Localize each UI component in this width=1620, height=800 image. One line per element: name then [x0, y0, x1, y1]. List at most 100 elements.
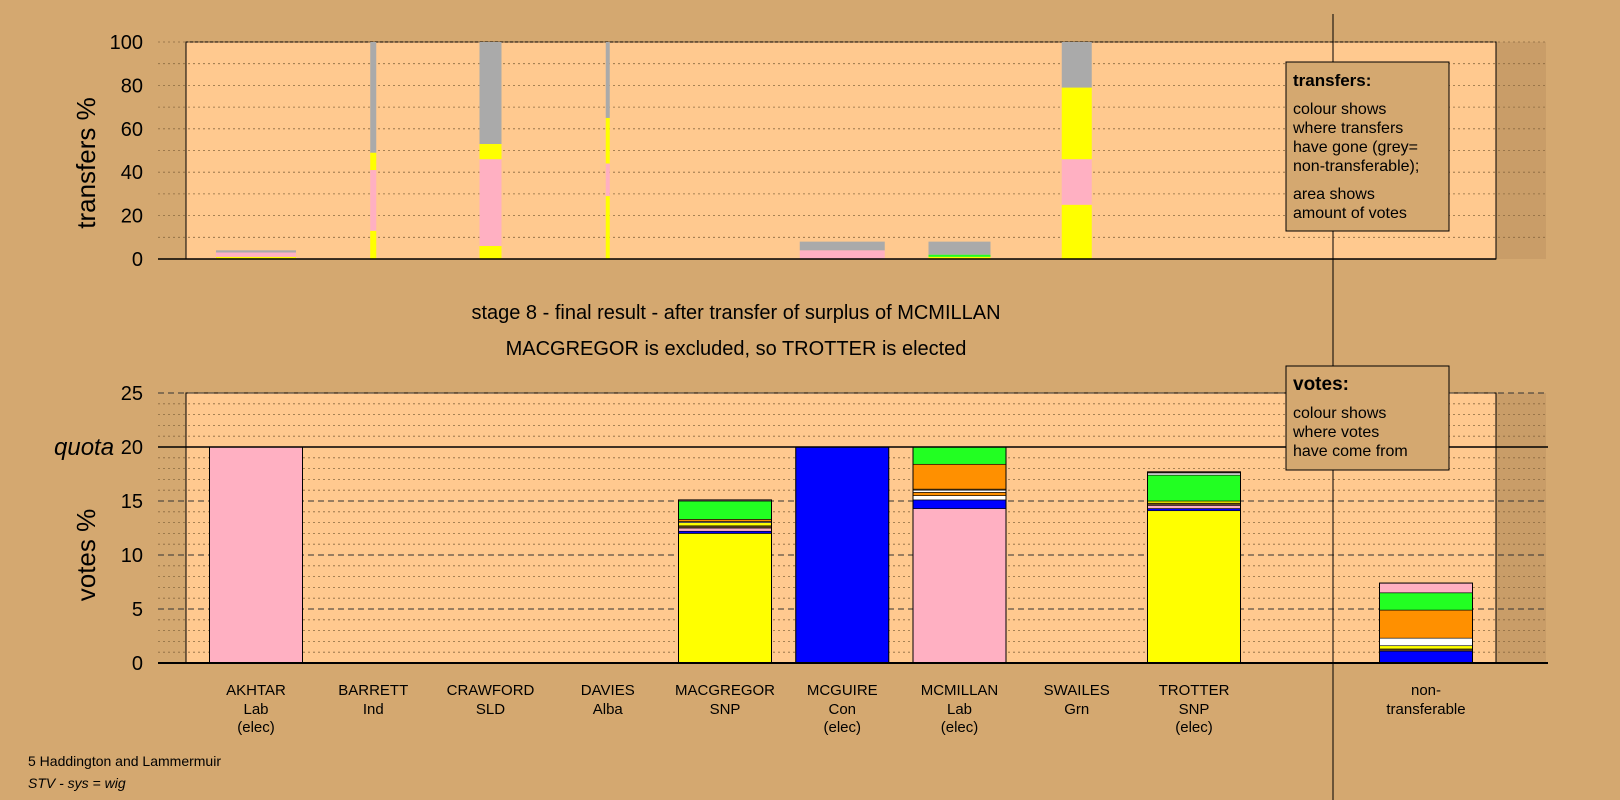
- quota-label: quota: [54, 434, 114, 461]
- candidate-party: Grn: [1064, 701, 1089, 718]
- candidate-party: SNP: [710, 701, 741, 718]
- transfers-tick-label: 80: [121, 75, 143, 97]
- transfer-segment: [479, 143, 502, 160]
- transfer-segment: [1061, 159, 1092, 205]
- transfers-tick-label: 20: [121, 206, 143, 228]
- transfer-segment: [1061, 42, 1092, 88]
- votes-tick-label: 0: [132, 653, 143, 675]
- candidate-party: Con: [828, 701, 856, 718]
- stage-heading: stage 8 - final result - after transfer …: [471, 302, 1000, 324]
- candidate-status: (elec): [941, 719, 979, 736]
- transfer-segment: [1061, 204, 1092, 259]
- candidate-status: (elec): [237, 719, 275, 736]
- vote-segment: [1379, 637, 1473, 647]
- transfers-legend-line: have gone (grey=: [1293, 139, 1418, 156]
- candidate-name: TROTTER: [1159, 682, 1230, 699]
- vote-segment: [912, 463, 1007, 490]
- right-strip-bottom: [1496, 393, 1546, 663]
- votes-ticks: 0 5 10 15 20 25: [121, 383, 143, 675]
- vote-segment: [912, 489, 1007, 493]
- transfers-legend-line: where transfers: [1292, 120, 1403, 137]
- transfer-segment: [479, 245, 502, 259]
- nontransferable-label: transferable: [1386, 701, 1465, 718]
- candidate-party: Alba: [593, 701, 624, 718]
- candidate-name: CRAWFORD: [447, 682, 535, 699]
- votes-ylabel: votes %: [71, 509, 101, 602]
- vote-segment: [678, 500, 772, 520]
- transfers-legend-line: colour shows: [1293, 101, 1386, 118]
- transfer-segment: [605, 163, 610, 197]
- transfer-segment: [928, 256, 991, 259]
- transfer-segment: [1061, 87, 1092, 160]
- votes-legend-title: votes:: [1293, 374, 1349, 395]
- vote-segment: [912, 508, 1007, 664]
- candidate-name: DAVIES: [581, 682, 635, 699]
- votes-tick-label: 25: [121, 383, 143, 405]
- votes-tick-label: 5: [132, 599, 143, 621]
- candidate-name: MCGUIRE: [807, 682, 878, 699]
- transfers-tick-label: 0: [132, 249, 143, 271]
- candidate-party: SNP: [1179, 701, 1210, 718]
- vote-segment: [1147, 505, 1241, 509]
- constituency-label: 5 Haddington and Lammermuir: [28, 753, 221, 769]
- transfer-segment: [479, 159, 502, 246]
- vote-segment: [1379, 645, 1473, 650]
- transfers-grid: [158, 41, 1548, 238]
- vote-segment: [1147, 472, 1241, 476]
- vote-segment: [1379, 592, 1473, 611]
- vote-segment: [1379, 650, 1473, 664]
- candidate-status: (elec): [1175, 719, 1213, 736]
- vote-segment: [912, 492, 1007, 496]
- vote-segment: [1379, 648, 1473, 652]
- votes-tick-label: 15: [121, 491, 143, 513]
- transfers-legend-title: transfers:: [1293, 71, 1371, 90]
- vote-segment: [678, 522, 772, 527]
- candidate-status: (elec): [823, 719, 861, 736]
- vote-segment: [1147, 474, 1241, 502]
- vote-segment: [678, 530, 772, 534]
- candidate-party: Ind: [363, 701, 384, 718]
- vote-segment: [1147, 508, 1241, 512]
- candidate-labels: AKHTARLab(elec)BARRETTIndCRAWFORDSLDDAVI…: [226, 682, 1229, 736]
- candidate-name: AKHTAR: [226, 682, 286, 699]
- transfers-tick-label: 60: [121, 119, 143, 141]
- votes-legend-line: colour shows: [1293, 405, 1386, 422]
- candidate-name: MCMILLAN: [921, 682, 999, 699]
- system-label: STV - sys = wig: [28, 775, 126, 791]
- transfer-segment: [479, 42, 502, 144]
- vote-segment: [912, 495, 1007, 501]
- vote-segment: [912, 499, 1007, 509]
- transfers-legend: transfers: colour shows where transfers …: [1285, 61, 1450, 232]
- transfers-tick-label: 40: [121, 162, 143, 184]
- votes-legend: votes: colour shows where votes have com…: [1285, 365, 1450, 471]
- votes-legend-line: have come from: [1293, 443, 1408, 460]
- votes-tick-label: 20: [121, 437, 143, 459]
- transfers-legend-line: non-transferable);: [1293, 158, 1419, 175]
- transfer-segment: [928, 254, 991, 257]
- votes-legend-line: where votes: [1292, 424, 1379, 441]
- transfer-segment: [605, 117, 610, 164]
- transfer-segment: [216, 256, 296, 259]
- vote-segment: [1147, 510, 1241, 664]
- transfer-segment: [370, 42, 377, 153]
- transfers-legend-line: area shows: [1293, 186, 1375, 203]
- transfer-segment: [370, 152, 377, 171]
- transfer-segment: [605, 196, 610, 259]
- transfer-segment: [799, 250, 885, 259]
- transfer-segment: [928, 241, 991, 255]
- transfer-segment: [216, 250, 296, 253]
- transfer-segment: [216, 252, 296, 257]
- candidate-party: SLD: [476, 701, 505, 718]
- votes-tick-label: 10: [121, 545, 143, 567]
- vote-segment: [678, 527, 772, 532]
- vote-segment: [1147, 502, 1241, 506]
- transfer-segment: [370, 170, 377, 231]
- vote-segment: [795, 446, 890, 664]
- stage-result: MACGREGOR is excluded, so TROTTER is ele…: [506, 338, 967, 360]
- transfers-ylabel: transfers %: [71, 97, 101, 229]
- transfers-legend-line: amount of votes: [1293, 205, 1407, 222]
- nontransferable-label: non-: [1411, 682, 1441, 699]
- votes-bars: [209, 446, 1473, 664]
- vote-segment: [678, 525, 772, 529]
- candidate-party: Lab: [947, 701, 972, 718]
